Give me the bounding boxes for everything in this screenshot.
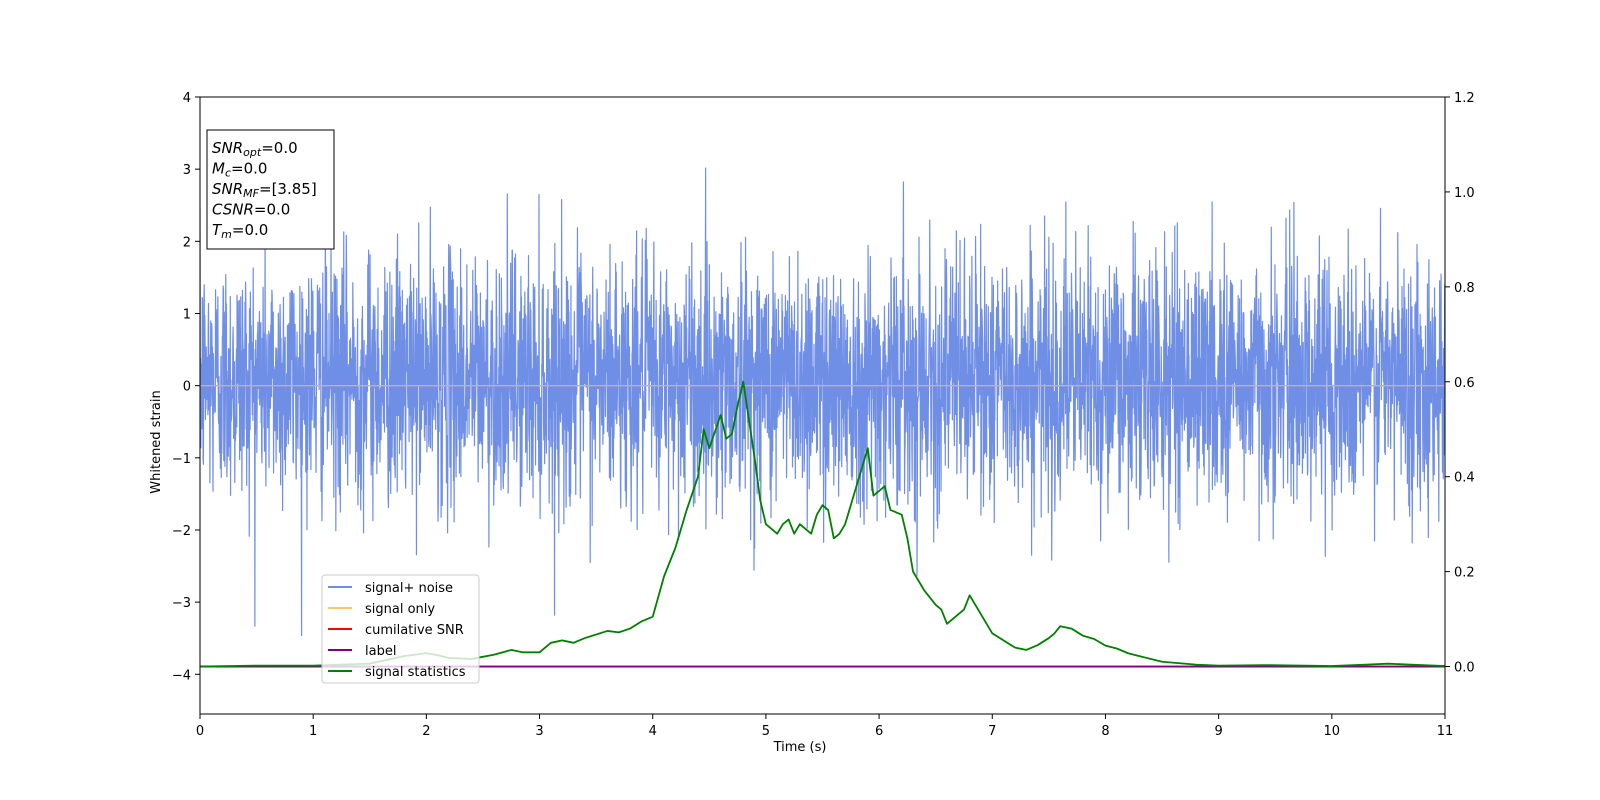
x-tick-label: 8 (1101, 724, 1109, 739)
x-tick-label: 2 (422, 724, 430, 739)
x-tick-label: 7 (988, 724, 996, 739)
legend-frame (321, 574, 480, 684)
x-tick-label: 0 (196, 724, 204, 739)
y-tick-label: 4 (183, 91, 191, 106)
y-tick-label: 3 (183, 163, 191, 178)
y2-tick-label: 1.2 (1454, 91, 1475, 106)
y-tick-label: −1 (172, 452, 191, 467)
series-signal-statistics (200, 380, 1445, 668)
plot-frame (199, 96, 1446, 715)
legend-entry: cumilative SNR (365, 623, 464, 638)
stat-line: Tm=0.0 (212, 221, 268, 241)
legend-entry: label (365, 644, 396, 659)
x-tick-label: 4 (649, 724, 657, 739)
x-tick-label: 3 (535, 724, 543, 739)
x-tick-label: 10 (1324, 724, 1341, 739)
legend-entry: signal only (365, 602, 435, 617)
stat-line: CSNR=0.0 (212, 201, 290, 219)
y-tick-label: 2 (183, 235, 191, 250)
stat-line: SNRMF=[3.85] (212, 180, 317, 200)
x-tick-label: 11 (1437, 724, 1454, 739)
y-axis-label: Whitened strain (149, 390, 164, 493)
y2-tick-label: 0.6 (1454, 376, 1475, 391)
y2-tick-label: 0.4 (1454, 471, 1475, 486)
axes: 0 1 2 3 4 5 6 7 8 9 10 1143210−1−2−3−41.21.00.80.60… (172, 91, 1475, 739)
y-tick-label: −4 (172, 668, 191, 683)
y-tick-label: 1 (183, 307, 191, 322)
x-axis-label: Time (s) (773, 740, 827, 755)
y2-tick-label: 0.0 (1454, 661, 1475, 676)
y2-tick-label: 0.8 (1454, 281, 1475, 296)
stats-box-frame (206, 129, 335, 250)
y2-tick-label: 0.2 (1454, 566, 1475, 581)
x-tick-label: 9 (1214, 724, 1222, 739)
legend-entry: signal+ noise (365, 581, 453, 596)
stat-line: SNRopt=0.0 (212, 139, 298, 159)
y-tick-label: −3 (172, 596, 191, 611)
y2-tick-label: 1.0 (1454, 186, 1475, 201)
x-tick-label: 1 (309, 724, 317, 739)
series-signal-noise (200, 167, 1445, 637)
y-tick-label: −2 (172, 524, 191, 539)
stat-line: Mc=0.0 (212, 160, 267, 180)
legend: signal+ noise signal only cumilative SNR la… (321, 574, 480, 684)
x-tick-label: 6 (875, 724, 883, 739)
x-tick-label: 5 (762, 724, 770, 739)
y-tick-label: 0 (183, 380, 191, 395)
legend-entry: signal statistics (365, 665, 466, 680)
